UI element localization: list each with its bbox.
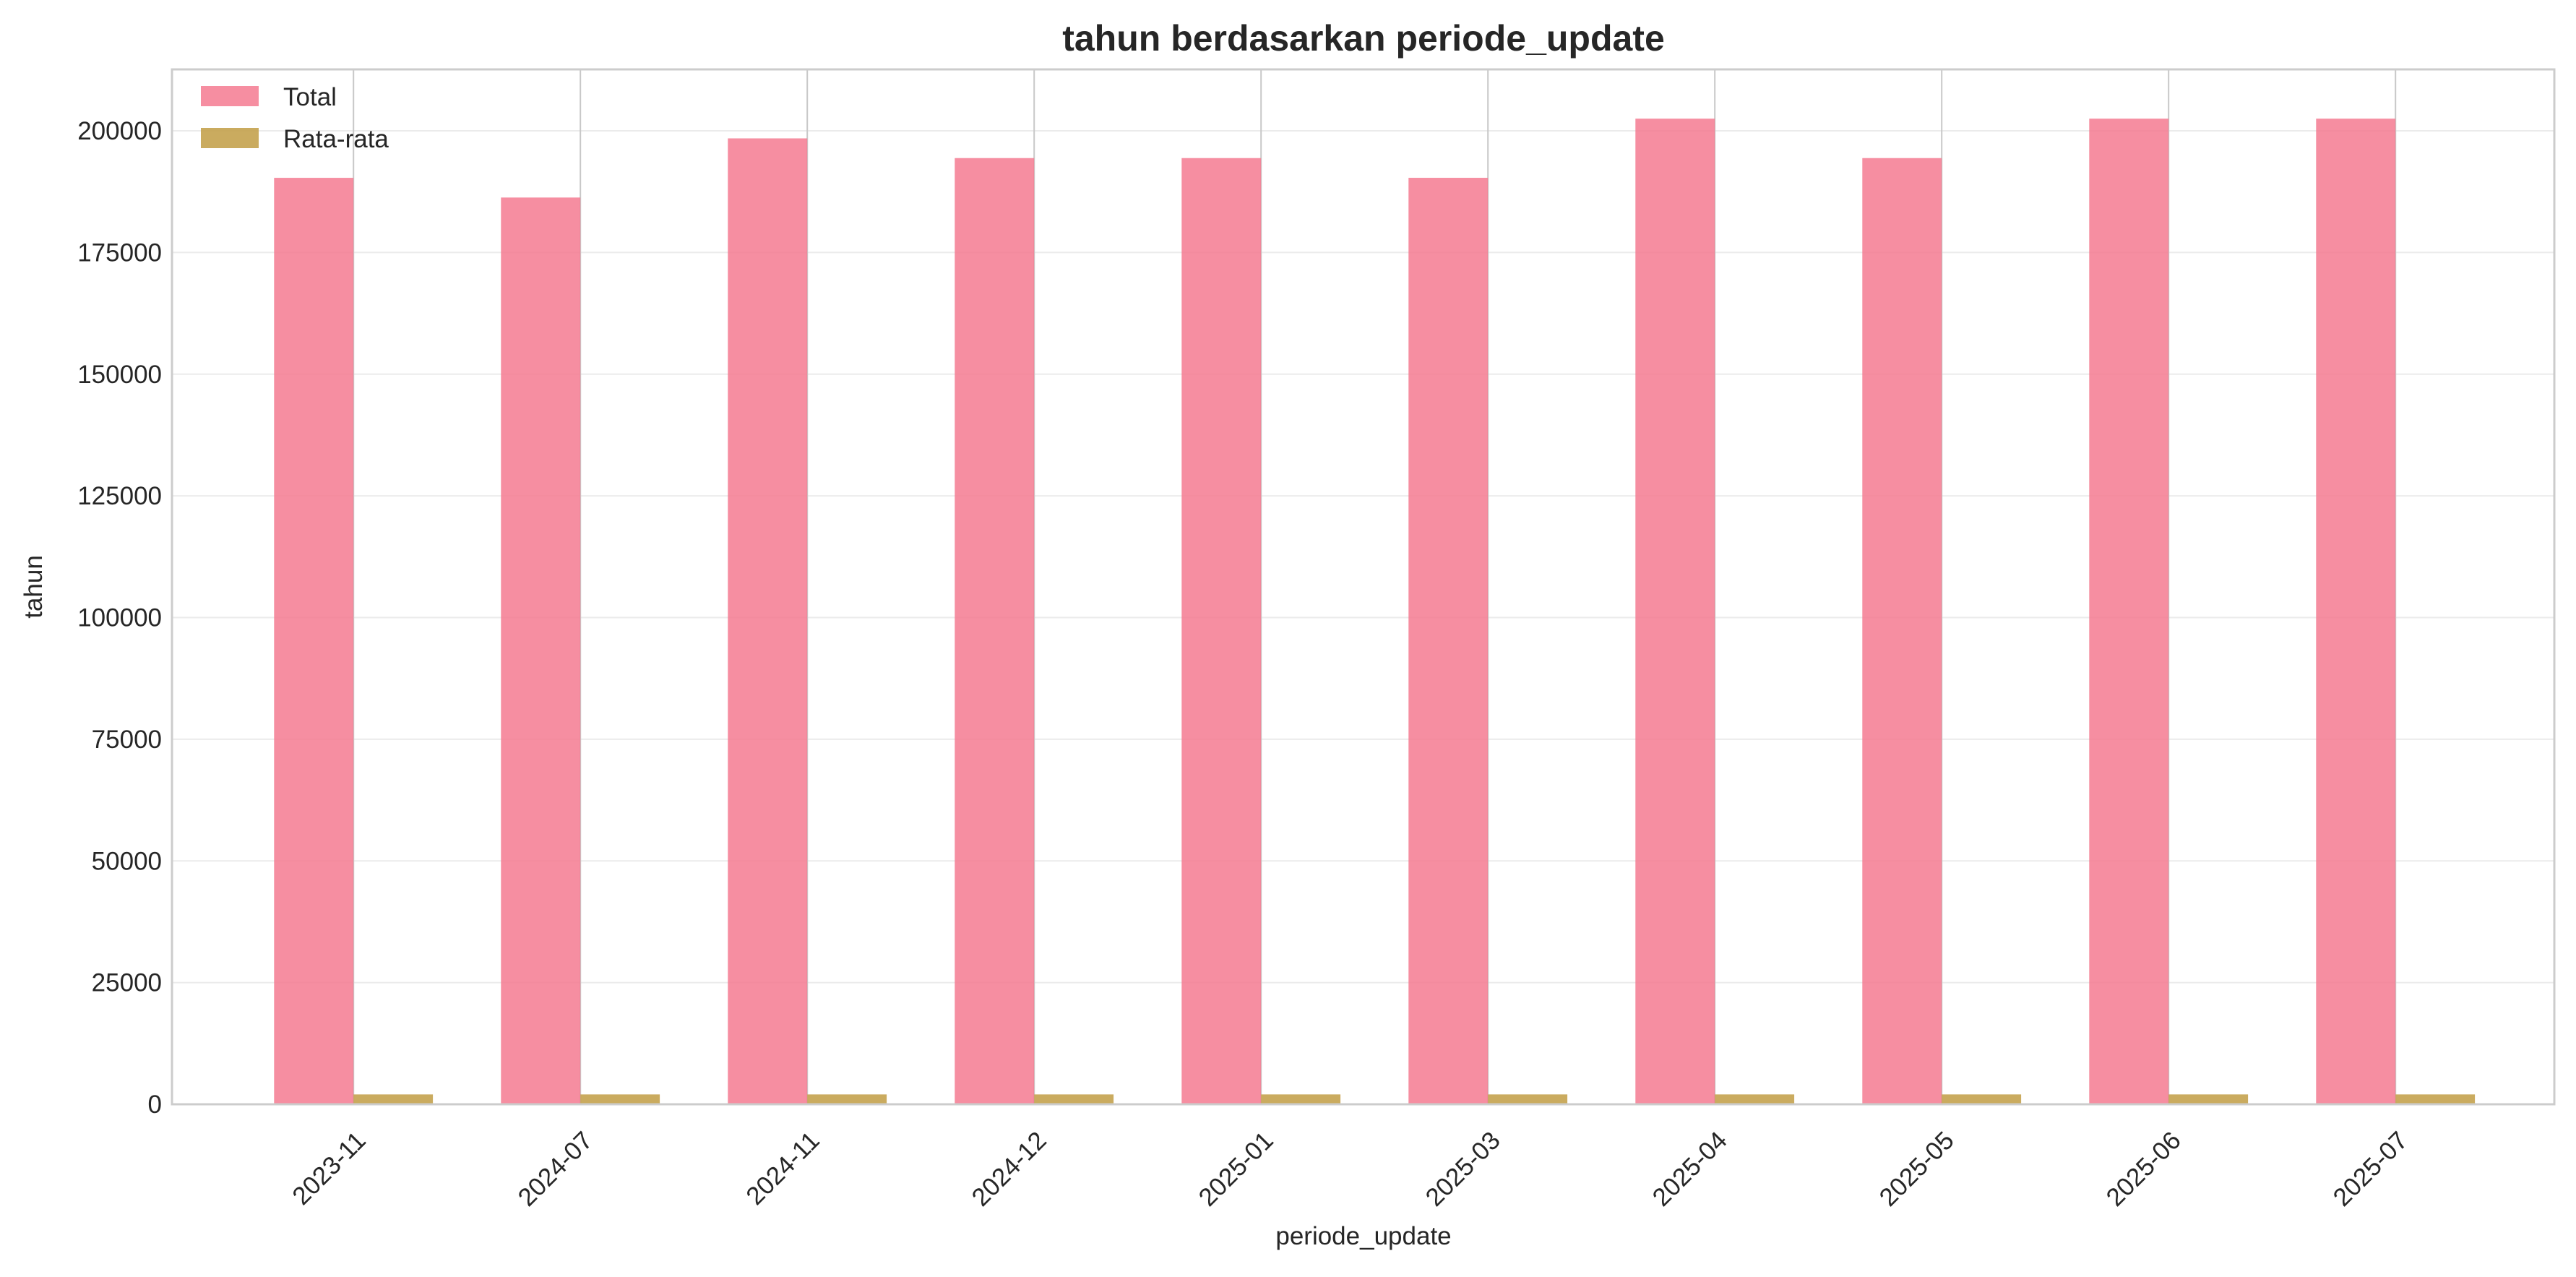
bar-total [1181,158,1262,1104]
legend-label: Rata-rata [283,125,389,153]
bar-rata-rata [580,1094,660,1104]
bar-rata-rata [1488,1094,1568,1104]
bar-total [2089,119,2169,1105]
bar-total [1862,158,1942,1104]
bar-rata-rata [2395,1094,2476,1104]
legend-swatch [201,128,259,148]
bar-rata-rata [2168,1094,2249,1104]
y-tick-label: 200000 [77,117,162,145]
bar-rata-rata [1034,1094,1114,1104]
bar-rata-rata [1715,1094,1795,1104]
bar-total [1635,119,1715,1105]
bar-total [274,178,354,1104]
x-axis-label: periode_update [1275,1222,1451,1250]
legend: Total Rata-rata [201,83,389,153]
y-tick-label: 0 [148,1091,162,1119]
y-tick-label: 125000 [77,482,162,510]
y-tick-label: 75000 [92,726,162,754]
bar-total [1408,178,1489,1104]
bar-rata-rata [353,1094,434,1104]
y-axis-ticks: 0 25000 50000 75000 100000 125000 150000 175000… [77,117,162,1119]
bar-total [501,197,581,1105]
legend-swatch [201,86,259,106]
bar-total [2316,119,2396,1105]
y-tick-label: 100000 [77,604,162,632]
chart-title: tahun berdasarkan periode_update [1062,18,1665,59]
y-tick-label: 150000 [77,361,162,389]
plot-frame [171,68,2556,1106]
bar-total [728,138,808,1104]
y-tick-label: 50000 [92,847,162,875]
bars [274,119,2476,1105]
legend-label: Total [283,83,337,111]
y-axis-label: tahun [20,555,48,619]
bar-total [955,158,1035,1104]
y-tick-label: 25000 [92,969,162,997]
bar-rata-rata [807,1094,887,1104]
bar-rata-rata [1942,1094,2022,1104]
y-tick-label: 175000 [77,238,162,267]
bar-rata-rata [1261,1094,1341,1104]
